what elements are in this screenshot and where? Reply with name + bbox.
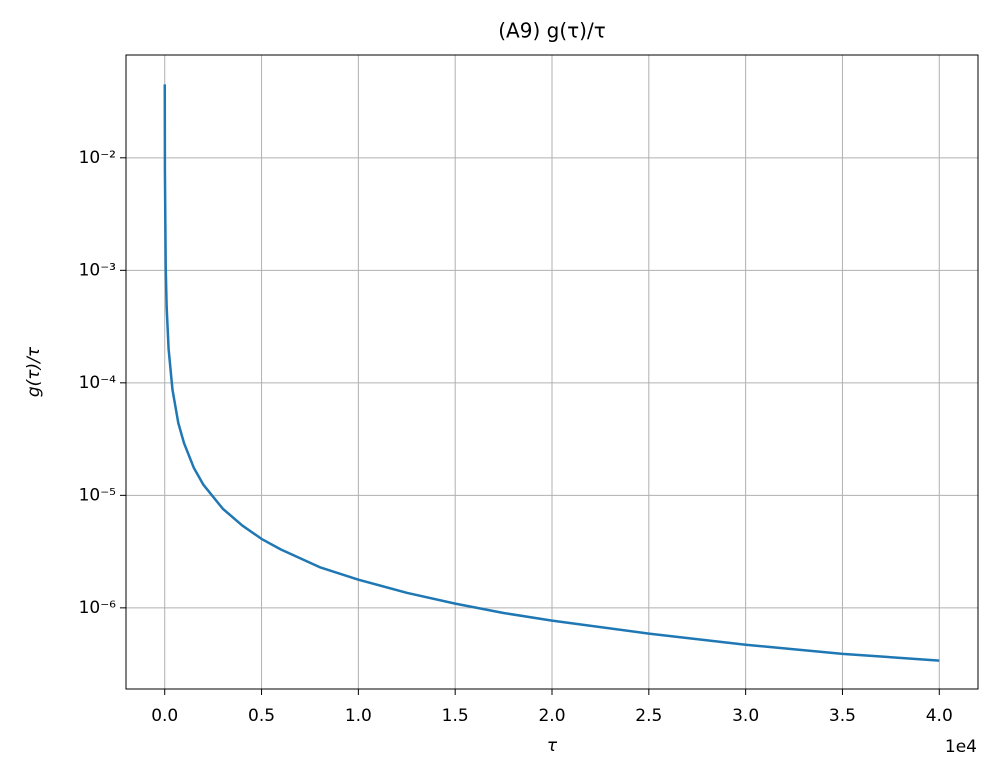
x-tick-label: 4.0 (926, 706, 953, 726)
x-tick-label: 1.5 (442, 706, 469, 726)
x-axis-label: τ (547, 736, 558, 756)
x-tick-label: 0.0 (151, 706, 178, 726)
chart-title: (A9) g(τ)/τ (498, 19, 606, 43)
x-tick-label: 3.5 (829, 706, 856, 726)
y-axis-label: g(τ)/τ (24, 346, 44, 397)
x-offset-label: 1e4 (945, 737, 977, 757)
x-tick-label: 0.5 (248, 706, 275, 726)
x-tick-label: 3.0 (732, 706, 759, 726)
y-tick-label: 10⁻² (79, 148, 116, 168)
plot-frame (125, 54, 979, 690)
y-tick-label: 10⁻⁶ (79, 598, 117, 618)
y-tick-label: 10⁻⁴ (79, 373, 117, 393)
x-tick-label: 2.5 (635, 706, 662, 726)
data-line (163, 84, 940, 662)
x-tick-label: 2.0 (538, 706, 565, 726)
x-tick-label: 1.0 (345, 706, 372, 726)
y-tick-label: 10⁻⁵ (79, 485, 116, 505)
y-tick-label: 10⁻³ (79, 260, 116, 280)
